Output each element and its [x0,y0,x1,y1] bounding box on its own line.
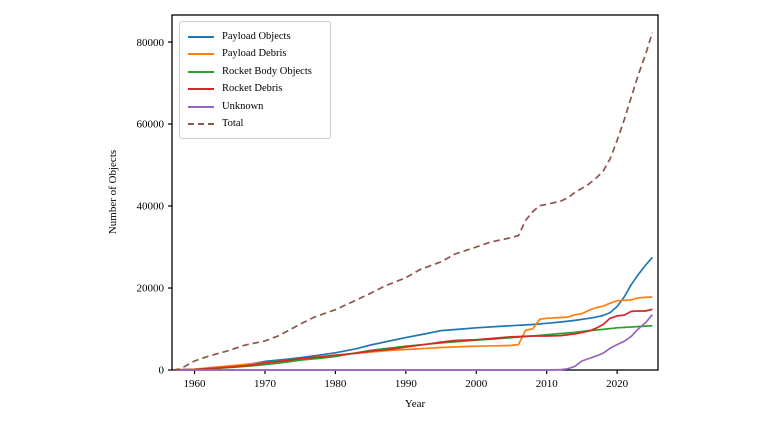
legend-line-solid [188,88,214,91]
legend-item: Payload Debris [188,46,322,64]
legend-line-sample [188,123,214,126]
legend-line-sample [188,53,214,56]
legend-line-sample [188,105,214,108]
legend-item: Unknown [188,98,322,116]
legend-item: Total [188,116,322,134]
legend-item-label: Payload Debris [222,48,287,59]
series-line-payload-objects [173,256,654,371]
legend: Payload Objects Payload Debris Rocket Body… [179,21,331,139]
y-tick-label: 0 [159,365,165,377]
legend-item: Rocket Debris [188,81,322,99]
y-tick-label: 80000 [137,37,165,49]
legend-item-label: Total [222,118,244,129]
series-line-rocket-debris [173,308,653,371]
x-tick-label: 1980 [324,378,347,390]
x-tick-label: 1990 [395,378,418,390]
legend-item: Payload Objects [188,28,322,46]
y-tick-label: 20000 [137,283,165,295]
legend-line-solid [188,53,214,56]
legend-item-label: Unknown [222,100,264,112]
x-tick-label: 2000 [465,378,488,390]
x-tick-label: 2010 [536,378,559,390]
x-tick-label: 1960 [184,378,207,390]
legend-item-label: Payload Objects [222,30,291,42]
legend-line-solid [188,35,214,38]
series-line-total [173,32,654,371]
legend-line-solid [188,105,214,108]
series-line-unknown [173,314,654,371]
y-axis-label: Number of Objects [107,149,119,235]
legend-line-sample [188,35,214,38]
legend-line-sample [188,70,214,73]
legend-line-sample [188,88,214,91]
y-tick-label: 60000 [137,119,165,131]
x-tick-label: 2020 [606,378,629,390]
legend-item: Rocket Body Objects [188,63,322,81]
x-axis-label: Year [404,398,426,410]
legend-item-label: Rocket Debris [222,83,283,94]
legend-line-dashed [188,123,214,126]
y-tick-label: 40000 [137,201,165,213]
legend-item-label: Rocket Body Objects [222,65,312,77]
x-tick-label: 1970 [254,378,277,390]
legend-line-solid [188,70,214,73]
